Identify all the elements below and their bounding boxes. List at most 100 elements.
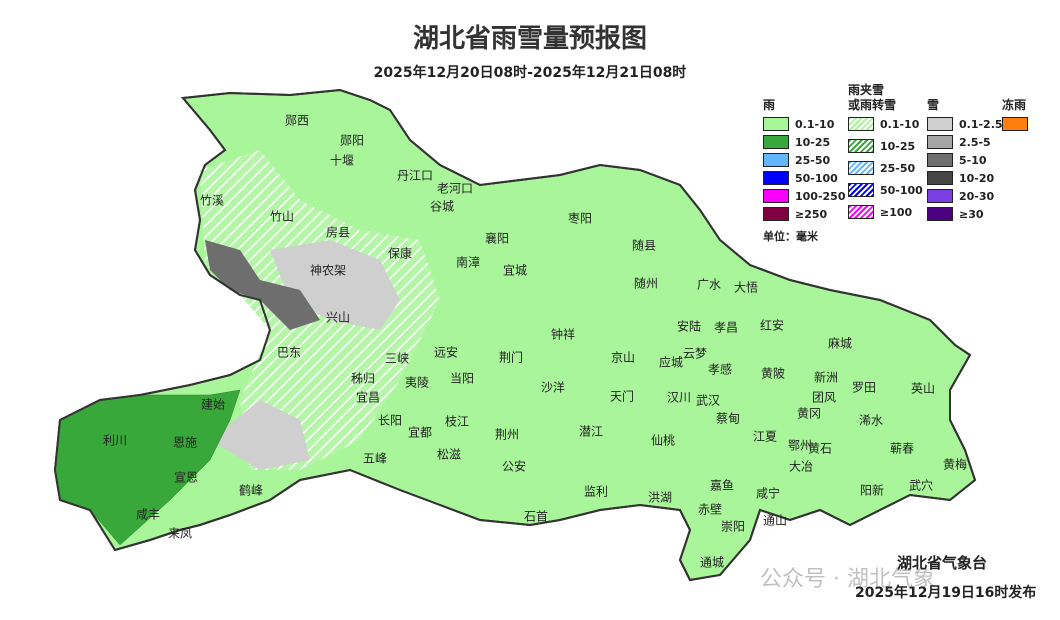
city-label: 广水 [696,277,722,292]
legend-label: 20-30 [959,189,995,203]
legend-item: 25-50 [763,153,830,167]
legend-swatch [848,117,874,131]
city-label: 天门 [609,389,635,404]
city-label: 嘉鱼 [709,478,735,493]
city-label: 三峡 [384,351,410,366]
city-label: 仙桃 [650,433,676,448]
watermark: 公众号 · 湖北气象 [760,567,935,592]
legend-label: 100-250 [795,189,846,203]
city-label: 十堰 [329,153,355,168]
map-title: 湖北省雨雪量预报图 [412,24,647,54]
city-label: 通城 [699,555,725,570]
city-label: 监利 [583,484,609,499]
city-label: 秭归 [350,371,376,386]
city-label: 武穴 [908,478,934,493]
legend-item: ≥100 [848,205,912,219]
legend-item: 5-10 [927,153,987,167]
city-label: 荆门 [498,350,524,365]
city-label: 蕲春 [889,441,915,456]
legend-label: ≥30 [959,207,984,221]
province-border [53,88,977,582]
snow-area-light-2 [210,400,310,470]
city-label: 赤壁 [697,502,723,517]
snow-area-heavy [205,240,320,330]
city-label: 黄石 [807,441,833,456]
legend-label: ≥250 [795,207,828,221]
city-label: 夷陵 [404,375,430,390]
city-label: 咸宁 [755,486,781,501]
legend-swatch [927,153,953,167]
city-label: 枝江 [444,414,470,429]
legend-label: 5-10 [959,153,987,167]
city-label: 孝感 [707,362,733,377]
city-label: 竹山 [269,209,295,224]
city-label: 宜都 [407,425,433,440]
city-label: 黄陂 [760,366,786,381]
legend-item: 10-25 [848,139,915,153]
city-label: 蔡甸 [715,411,741,426]
legend-item: 50-100 [763,171,838,185]
city-label: 谷城 [429,199,455,214]
city-label: 兴山 [325,310,351,325]
legend-group-title: 雪 [927,98,940,112]
city-label: 利川 [102,433,128,448]
city-label: 沙洋 [540,380,566,395]
legend-item: ≥250 [763,207,827,221]
city-label: 建始 [200,397,226,412]
legend-swatch [927,189,953,203]
legend-item: 2.5-5 [927,135,991,149]
city-label: 咸丰 [135,507,161,522]
city-label: 通山 [762,513,788,528]
city-label: 襄阳 [484,231,510,246]
city-label: 新洲 [813,370,839,385]
city-label: 宜城 [502,263,528,278]
legend-item: 100-250 [763,189,846,203]
city-label: 远安 [433,345,459,360]
legend-item [1002,117,1034,131]
legend-label: 0.1-2.5 [959,117,1003,131]
city-label: 钟祥 [550,327,576,342]
legend-label: 25-50 [795,153,831,167]
city-label: 鹤峰 [238,483,264,498]
city-label: 来凤 [167,526,193,541]
city-label: 宣恩 [173,470,199,485]
city-label: 保康 [387,246,413,261]
city-label: 潜江 [578,424,604,439]
issue-time: 2025年12月19日16时发布 [855,585,1037,601]
city-label: 汉川 [666,390,692,405]
legend-group-title: 冻雨 [1002,98,1027,112]
legend-item: 10-20 [927,171,994,185]
legend-swatch [763,189,789,203]
legend-swatch [763,153,789,167]
legend-group-title: 雨夹雪 或雨转雪 [848,83,897,112]
city-label: 黄梅 [942,457,968,472]
city-label: 罗田 [851,380,877,395]
legend-label: 50-100 [880,183,923,197]
city-label: 阳新 [859,483,885,498]
city-label: 老河口 [436,181,474,196]
city-label: 浠水 [858,413,884,428]
legend-item: 50-100 [848,183,923,197]
city-label: 南漳 [455,255,481,270]
issuer: 湖北省气象台 [897,554,988,572]
legend-swatch [927,117,953,131]
legend-item: 0.1-10 [763,117,834,131]
city-label: 随县 [631,238,657,253]
city-label: 五峰 [362,451,388,466]
city-label: 京山 [610,350,636,365]
legend-swatch [848,161,874,175]
map-subtitle: 2025年12月20日08时-2025年12月21日08时 [373,65,687,81]
legend-item: 25-50 [848,161,915,175]
legend-item: 20-30 [927,189,994,203]
legend-swatch [927,171,953,185]
legend-label: 50-100 [795,171,838,185]
legend-label: 25-50 [880,161,916,175]
city-label: 英山 [910,381,936,396]
city-label: 武汉 [695,393,721,408]
legend-swatch [763,135,789,149]
legend-item: 10-25 [763,135,830,149]
snow-area-light [270,240,400,330]
legend-swatch [848,205,874,219]
city-label: 恩施 [172,435,198,450]
